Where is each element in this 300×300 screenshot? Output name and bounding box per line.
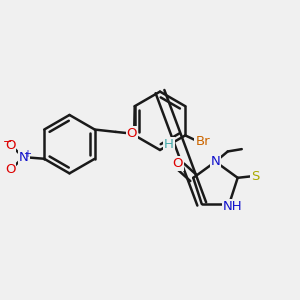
Text: N: N [19, 151, 28, 164]
Text: S: S [251, 170, 260, 183]
Text: O: O [5, 139, 15, 152]
Text: +: + [23, 149, 31, 159]
Text: O: O [5, 163, 15, 176]
Text: NH: NH [223, 200, 242, 213]
Text: Br: Br [196, 135, 210, 148]
Text: O: O [127, 127, 137, 140]
Text: −: − [2, 136, 12, 146]
Text: H: H [164, 138, 173, 151]
Text: O: O [172, 157, 183, 170]
Text: N: N [211, 155, 220, 168]
